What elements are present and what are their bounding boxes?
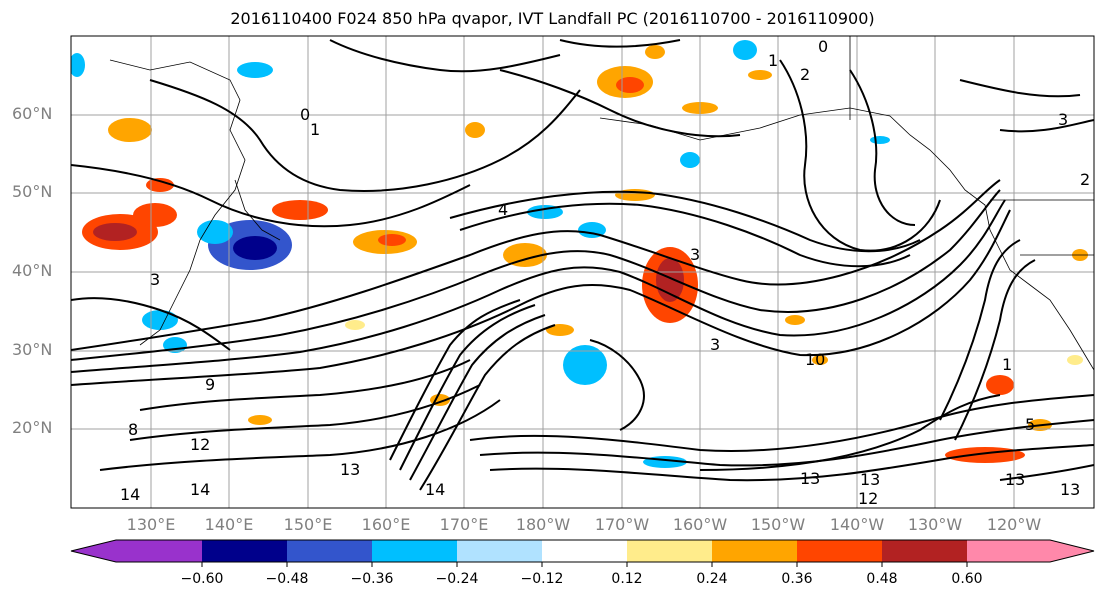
svg-text:13: 13	[860, 470, 880, 489]
svg-text:1: 1	[310, 120, 320, 139]
svg-text:13: 13	[800, 469, 820, 488]
colorbar-segment-8	[797, 540, 882, 562]
colorbar-tick-label: −0.12	[520, 571, 564, 587]
contour-labels: 0 0 1 1 2 3 3 3 3 4 2 1 5 8 9 10 12 14 1…	[120, 37, 1090, 508]
colorbar-segment-9	[882, 540, 967, 562]
colorbar	[70, 539, 1095, 567]
colorbar-segment-2	[287, 540, 372, 562]
colorbar-tick-label: −0.36	[350, 571, 394, 587]
colorbar-tick-label: −0.48	[265, 571, 309, 587]
lon-label-130e: 130°E	[126, 515, 176, 534]
map-frame	[70, 35, 1095, 509]
colorbar-segment-1	[202, 540, 287, 562]
lon-label-120w: 120°W	[986, 515, 1042, 534]
svg-text:0: 0	[818, 37, 828, 56]
colorbar-tick-label: −0.24	[435, 571, 479, 587]
lat-label-60n: 60°N	[12, 104, 53, 123]
lon-label-170e: 170°E	[439, 515, 489, 534]
colorbar-segment-3	[372, 540, 457, 562]
svg-text:2: 2	[800, 65, 810, 84]
colorbar-tick-label: −0.60	[180, 571, 224, 587]
lon-label-130w: 130°W	[907, 515, 963, 534]
svg-text:3: 3	[710, 335, 720, 354]
colorbar-tick-label: 0.24	[696, 571, 728, 587]
lat-label-40n: 40°N	[12, 261, 53, 280]
lon-label-140w: 140°W	[829, 515, 885, 534]
svg-text:5: 5	[1025, 415, 1035, 434]
lon-label-140e: 140°E	[204, 515, 254, 534]
lat-label-20n: 20°N	[12, 418, 53, 437]
svg-text:4: 4	[498, 200, 508, 219]
svg-text:10: 10	[805, 350, 825, 369]
svg-text:0: 0	[300, 105, 310, 124]
lon-label-170w: 170°W	[594, 515, 650, 534]
colorbar-segment-5	[542, 540, 627, 562]
lon-label-150e: 150°E	[283, 515, 333, 534]
colorbar-tick-label: 0.12	[611, 571, 643, 587]
svg-text:9: 9	[205, 375, 215, 394]
colorbar-tick-label: 0.60	[951, 571, 983, 587]
svg-text:14: 14	[190, 480, 210, 499]
svg-text:13: 13	[340, 460, 360, 479]
svg-text:2: 2	[1080, 170, 1090, 189]
colorbar-tick-label: 0.48	[866, 571, 898, 587]
svg-text:13: 13	[1005, 470, 1025, 489]
lon-label-160e: 160°E	[361, 515, 411, 534]
lon-label-150w: 150°W	[750, 515, 806, 534]
colorbar-segment-7	[712, 540, 797, 562]
colorbar-segment-10	[967, 540, 1094, 562]
figure-title: 2016110400 F024 850 hPa qvapor, IVT Land…	[230, 9, 875, 28]
colorbar-segment-6	[627, 540, 712, 562]
svg-text:1: 1	[1002, 355, 1012, 374]
svg-text:8: 8	[128, 420, 138, 439]
lon-label-160w: 160°W	[672, 515, 728, 534]
svg-text:14: 14	[120, 485, 140, 504]
ivt-contours	[71, 39, 1094, 491]
svg-text:12: 12	[190, 435, 210, 454]
svg-text:1: 1	[768, 51, 778, 70]
lon-label-180w: 180°W	[515, 515, 571, 534]
svg-text:12: 12	[858, 489, 878, 508]
colorbar-segment-0	[71, 540, 202, 562]
svg-text:3: 3	[150, 270, 160, 289]
svg-text:3: 3	[690, 245, 700, 264]
colorbar-tick-label: 0.36	[781, 571, 813, 587]
lat-label-30n: 30°N	[12, 340, 53, 359]
colorbar-segment-4	[457, 540, 542, 562]
svg-text:14: 14	[425, 480, 445, 499]
svg-text:13: 13	[1060, 480, 1080, 499]
svg-text:3: 3	[1058, 110, 1068, 129]
lat-label-50n: 50°N	[12, 182, 53, 201]
